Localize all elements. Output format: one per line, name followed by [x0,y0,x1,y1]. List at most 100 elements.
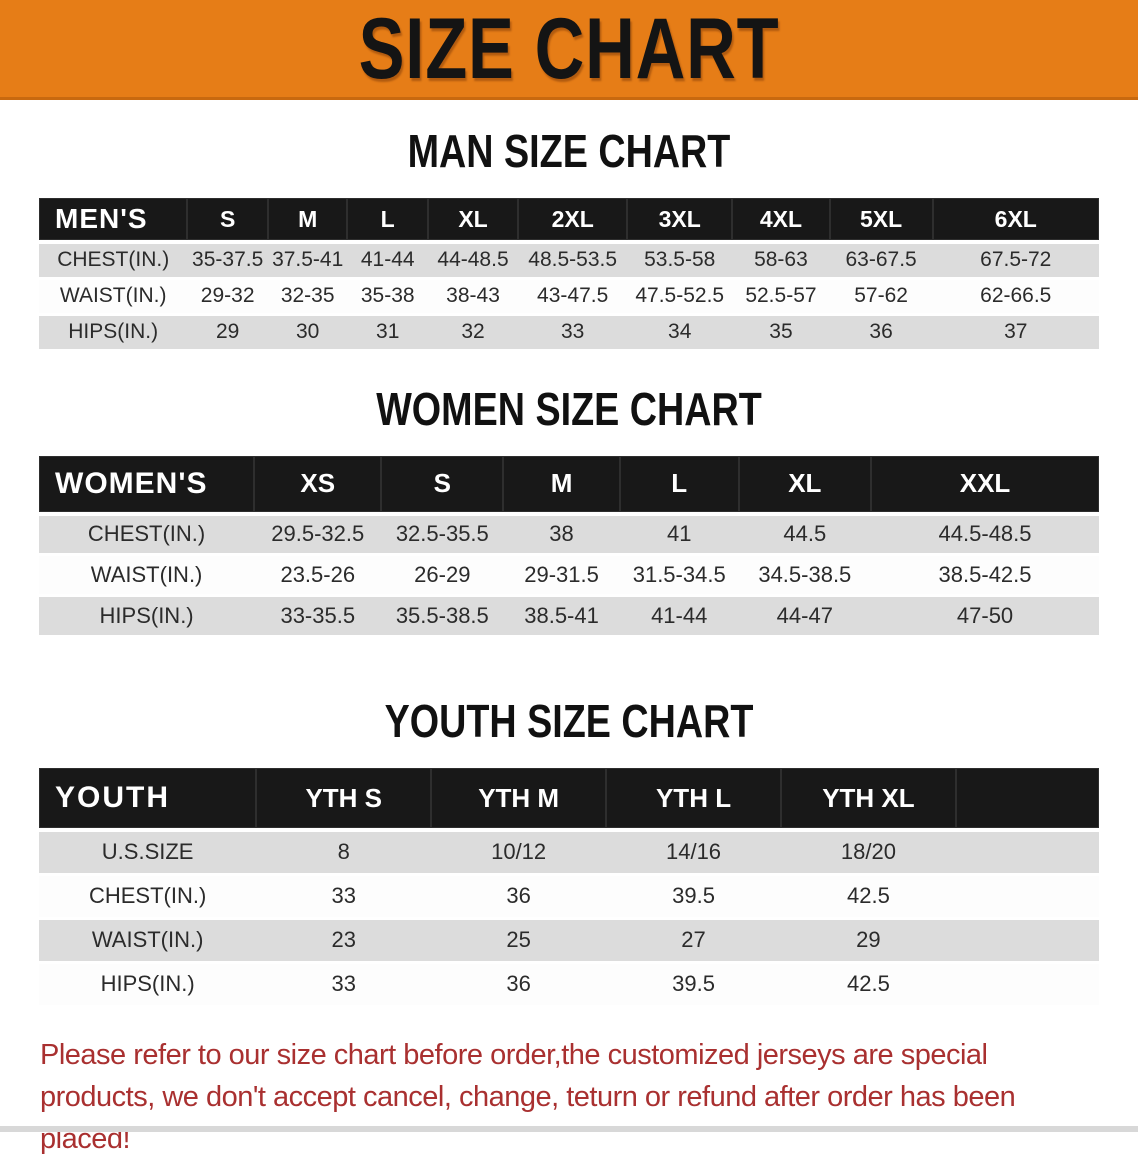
cell: 35-38 [347,278,428,316]
cell: 33 [256,962,432,1008]
cell: 41 [619,513,739,556]
cell: 42.5 [780,962,956,1008]
women-chest-row: CHEST(IN.) 29.5-32.5 32.5-35.5 38 41 44.… [39,513,1099,556]
women-section-title: WOMEN SIZE CHART [376,382,762,435]
filler-cell [955,962,1099,1008]
men-section-title: MAN SIZE CHART [407,125,731,177]
cell: 29-31.5 [503,554,620,597]
cell: 41-44 [347,242,428,280]
cell: 63-67.5 [829,242,933,280]
cell: 53.5-58 [627,242,733,280]
youth-section-title: YOUTH SIZE CHART [384,695,754,747]
women-header-label: WOMEN'S [39,455,255,516]
men-col-6xl: 6XL [932,198,1099,244]
women-col-xs: XS [254,455,382,516]
youth-col-xl: YTH XL [780,768,956,832]
cell: 62-66.5 [932,278,1099,316]
men-col-4xl: 4XL [732,198,830,244]
men-header-row: MEN'S S M L XL 2XL 3XL 4XL 5XL 6XL [39,198,1099,244]
banner-title: SIZE CHART [358,0,780,97]
filler-cell [955,768,1099,832]
cell: 44.5 [738,513,872,556]
cell: 33-35.5 [254,595,382,638]
cell: 47.5-52.5 [627,278,733,316]
cell: 25 [431,918,607,964]
men-col-m: M [267,198,348,244]
row-label: CHEST(IN.) [39,242,188,280]
cell: 41-44 [619,595,739,638]
men-waist-row: WAIST(IN.) 29-32 32-35 35-38 38-43 43-47… [39,278,1099,316]
cell: 26-29 [381,554,504,597]
cell: 52.5-57 [732,278,830,316]
women-col-m: M [503,455,620,516]
cell: 33 [256,874,432,920]
women-header-row: WOMEN'S XS S M L XL XXL [39,455,1099,516]
women-size-table: WOMEN'S XS S M L XL XXL CHEST(IN.) 29.5-… [39,455,1099,638]
youth-col-m: YTH M [431,768,607,832]
cell: 35-37.5 [187,242,268,280]
cell: 30 [267,314,348,352]
cell: 44.5-48.5 [871,513,1099,556]
cell: 10/12 [431,830,607,876]
cell: 36 [431,962,607,1008]
cell: 31.5-34.5 [619,554,739,597]
cell: 14/16 [606,830,781,876]
youth-col-s: YTH S [256,768,432,832]
row-label: CHEST(IN.) [39,874,257,920]
row-label: HIPS(IN.) [39,595,255,638]
cell: 43-47.5 [518,278,628,316]
cell: 57-62 [829,278,933,316]
women-col-xxl: XXL [871,455,1099,516]
cell: 34 [627,314,733,352]
section-men: MAN SIZE CHART MEN'S S M L XL 2XL 3XL 4X… [0,128,1138,352]
cell: 31 [347,314,428,352]
men-col-3xl: 3XL [627,198,733,244]
cell: 32 [427,314,519,352]
cell: 23 [256,918,432,964]
youth-ussize-row: U.S.SIZE 8 10/12 14/16 18/20 [39,830,1099,876]
cell: 27 [606,918,781,964]
cell: 36 [829,314,933,352]
cell: 67.5-72 [932,242,1099,280]
size-chart-banner: SIZE CHART [0,0,1138,100]
cell: 38.5-41 [503,595,620,638]
cell: 29 [780,918,956,964]
men-chest-row: CHEST(IN.) 35-37.5 37.5-41 41-44 44-48.5… [39,242,1099,280]
cell: 18/20 [780,830,956,876]
youth-size-table: YOUTH YTH S YTH M YTH L YTH XL U.S.SIZE … [39,768,1099,1008]
row-label: WAIST(IN.) [39,278,188,316]
filler-cell [955,918,1099,964]
cell: 29.5-32.5 [254,513,382,556]
men-size-table: MEN'S S M L XL 2XL 3XL 4XL 5XL 6XL CHEST… [39,198,1099,352]
women-waist-row: WAIST(IN.) 23.5-26 26-29 29-31.5 31.5-34… [39,554,1099,597]
cell: 58-63 [732,242,830,280]
men-hips-row: HIPS(IN.) 29 30 31 32 33 34 35 36 37 [39,314,1099,352]
cell: 33 [518,314,628,352]
cell: 48.5-53.5 [518,242,628,280]
men-col-xl: XL [427,198,519,244]
cell: 23.5-26 [254,554,382,597]
cell: 44-47 [738,595,872,638]
cell: 37 [932,314,1099,352]
cell: 38 [503,513,620,556]
cell: 34.5-38.5 [738,554,872,597]
men-col-s: S [187,198,268,244]
disclaimer-text: Please refer to our size chart before or… [40,1038,1016,1155]
youth-waist-row: WAIST(IN.) 23 25 27 29 [39,918,1099,964]
filler-cell [955,830,1099,876]
youth-chest-row: CHEST(IN.) 33 36 39.5 42.5 [39,874,1099,920]
cell: 38.5-42.5 [871,554,1099,597]
cell: 39.5 [606,874,781,920]
row-label: HIPS(IN.) [39,962,257,1008]
bottom-divider [0,1126,1138,1132]
cell: 32-35 [267,278,348,316]
women-col-s: S [381,455,504,516]
cell: 35 [732,314,830,352]
youth-header-row: YOUTH YTH S YTH M YTH L YTH XL [39,768,1099,832]
youth-hips-row: HIPS(IN.) 33 36 39.5 42.5 [39,962,1099,1008]
section-youth: YOUTH SIZE CHART YOUTH YTH S YTH M YTH L… [0,698,1138,1008]
cell: 36 [431,874,607,920]
youth-header-label: YOUTH [39,768,257,832]
women-hips-row: HIPS(IN.) 33-35.5 35.5-38.5 38.5-41 41-4… [39,595,1099,638]
cell: 42.5 [780,874,956,920]
